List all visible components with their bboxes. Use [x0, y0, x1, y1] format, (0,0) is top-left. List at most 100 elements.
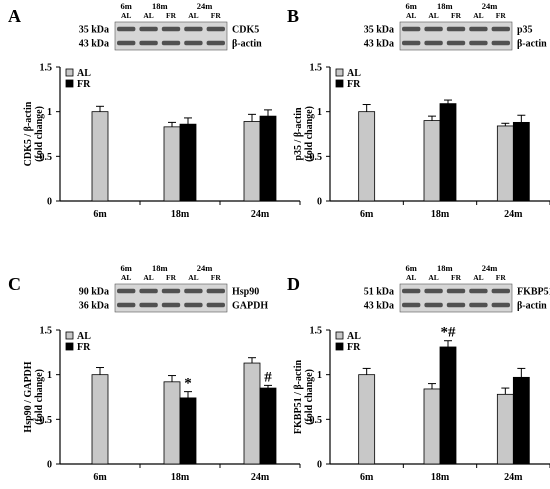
x-tick-label: 24m	[504, 209, 523, 220]
bar-al	[423, 120, 441, 202]
blot-group-label: 6m	[121, 263, 132, 273]
blot-band	[161, 26, 181, 32]
legend-label-al: AL	[77, 331, 91, 342]
bar-al	[423, 388, 441, 465]
blot-size-label: 90 kDa	[79, 287, 109, 298]
blot-lane-label: AL	[188, 273, 198, 282]
y-axis-label-line: (fold change)	[304, 369, 315, 425]
blot-size-label: 36 kDa	[79, 301, 109, 312]
legend-label-fr: FR	[77, 342, 91, 353]
legend-swatch-al	[335, 331, 344, 340]
blot-band	[424, 302, 443, 308]
x-tick-label: 18m	[431, 472, 450, 483]
bar-al	[243, 121, 261, 202]
blot-band	[184, 288, 203, 294]
blot-band	[469, 302, 488, 308]
blot-size-label: 35 kDa	[364, 25, 394, 36]
bar-al	[496, 125, 514, 202]
blot-group-label: 24m	[482, 263, 498, 273]
legend-swatch-fr	[65, 342, 74, 351]
blot-band	[161, 40, 181, 46]
y-tick-label: 1.5	[310, 63, 323, 74]
bar-al	[91, 374, 109, 465]
y-tick-label: 1	[317, 370, 322, 381]
blot-band	[402, 26, 421, 32]
blot-protein-label: CDK5	[232, 25, 259, 36]
bar-fr	[179, 123, 197, 202]
blot-band	[139, 40, 158, 46]
y-axis-label: CDK5 / β-actin(fold change)	[23, 101, 45, 166]
x-tick-label: 6m	[93, 472, 107, 483]
blot-band	[402, 288, 421, 294]
x-tick-label: 24m	[504, 472, 523, 483]
legend-swatch-al	[65, 331, 74, 340]
panel-label: B	[287, 6, 299, 26]
blot-image	[114, 21, 228, 51]
blot-band	[402, 40, 421, 46]
legend-label-al: AL	[347, 68, 361, 79]
blot-band	[446, 40, 466, 46]
y-axis-label-line: CDK5 / β-actin	[23, 101, 34, 166]
blot-band	[117, 288, 136, 294]
blot-size-label: 43 kDa	[79, 39, 109, 50]
bar-fr	[512, 376, 530, 465]
significance-marker: #	[264, 369, 272, 385]
y-axis-label-line: Hsp90 / GAPDH	[23, 361, 34, 432]
y-tick-label: 0	[47, 460, 52, 471]
blot-band	[446, 302, 466, 308]
y-axis-label-line: FKBP51 / β-actin	[293, 359, 304, 434]
legend-swatch-al	[335, 68, 344, 77]
blot-lane-label: AL	[406, 11, 416, 20]
y-tick-label: 0.5	[40, 152, 53, 163]
blot-band	[491, 288, 510, 294]
blot-band	[139, 288, 158, 294]
blot-group-label: 18m	[152, 1, 168, 11]
blot-band	[491, 26, 510, 32]
blot-lane-label: AL	[428, 273, 438, 282]
blot-band	[184, 40, 203, 46]
bar-fr	[259, 115, 277, 202]
x-tick-label: 6m	[360, 209, 374, 220]
blot-band	[446, 26, 466, 32]
bar-chart: 0 0.5 1 1.5 Hsp90 / GAPDH(fold change) 6m 18m 2…	[23, 326, 301, 483]
bar-al	[496, 393, 514, 465]
blot-lane-label: FR	[496, 11, 507, 20]
legend-label-fr: FR	[347, 342, 361, 353]
y-tick-label: 0	[317, 460, 322, 471]
panel-label: D	[287, 274, 300, 294]
y-tick-label: 1	[47, 107, 52, 118]
bar-fr	[512, 121, 530, 202]
bar-chart: 0 0.5 1 1.5 p35 / β-actin(fold change) 6m 18m 2…	[293, 63, 550, 220]
y-axis-label-line: (fold change)	[304, 106, 315, 162]
panel-label: C	[8, 274, 21, 294]
x-tick-label: 18m	[171, 472, 190, 483]
bar-al	[243, 362, 261, 465]
blot-group-label: 18m	[437, 263, 453, 273]
blot-band	[424, 288, 443, 294]
blot-band	[446, 288, 466, 294]
panel-label: A	[8, 6, 21, 26]
blot-size-label: 43 kDa	[364, 39, 394, 50]
blot-group-label: 24m	[482, 1, 498, 11]
y-tick-label: 1.5	[310, 326, 323, 337]
blot-lane-label: FR	[451, 11, 462, 20]
blot-band	[117, 40, 136, 46]
blot-lane-label: AL	[143, 11, 153, 20]
blot-band	[139, 26, 158, 32]
blot-band	[206, 302, 225, 308]
blot-size-label: 43 kDa	[364, 301, 394, 312]
x-tick-label: 18m	[431, 209, 450, 220]
legend-swatch-fr	[335, 342, 344, 351]
blot-lane-label: FR	[496, 273, 507, 282]
blot-group-label: 6m	[406, 263, 417, 273]
blot-lane-label: AL	[406, 273, 416, 282]
blot-band	[469, 288, 488, 294]
legend-swatch-fr	[65, 79, 74, 88]
blot-band	[491, 302, 510, 308]
blot-band	[206, 288, 225, 294]
